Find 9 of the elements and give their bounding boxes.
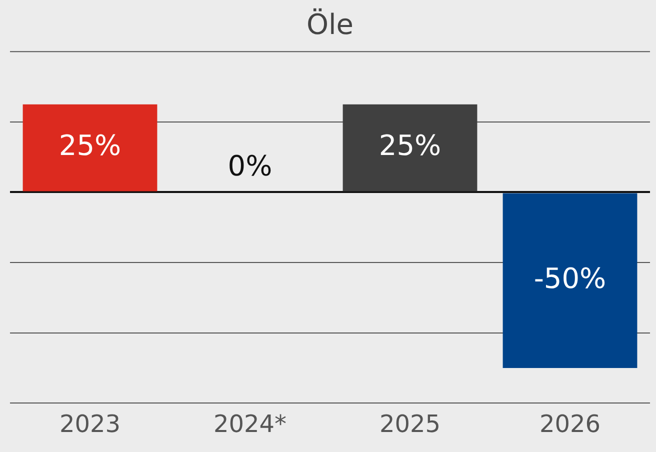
x-tick-label: 2025 [379, 410, 441, 438]
data-label: 0% [228, 150, 272, 183]
x-tick-label: 2026 [539, 410, 601, 438]
data-label: 25% [58, 129, 122, 162]
x-tick-label: 2023 [59, 410, 121, 438]
chart-title: Öle [306, 8, 354, 42]
data-label: 25% [378, 129, 442, 162]
x-tick-label: 2024* [213, 410, 287, 438]
data-label: -50% [534, 262, 606, 295]
